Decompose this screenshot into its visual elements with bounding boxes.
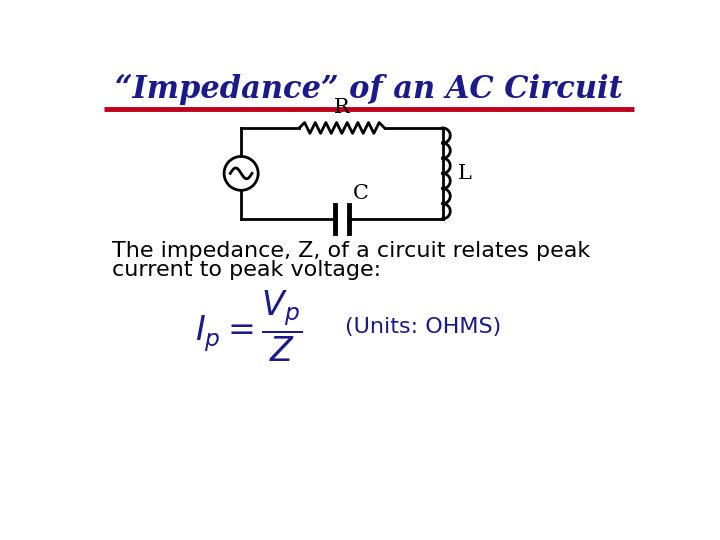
Text: current to peak voltage:: current to peak voltage: [112,260,381,280]
Text: R: R [334,98,350,117]
Text: $\mathit{I_p} = \dfrac{\mathit{V_p}}{\mathit{Z}}$: $\mathit{I_p} = \dfrac{\mathit{V_p}}{\ma… [195,289,302,364]
Text: (Units: OHMS): (Units: OHMS) [345,316,501,336]
Text: L: L [458,164,472,183]
Text: The impedance, Z, of a circuit relates peak: The impedance, Z, of a circuit relates p… [112,241,590,261]
Text: “Impedance” of an AC Circuit: “Impedance” of an AC Circuit [115,74,623,105]
Text: C: C [353,184,369,202]
